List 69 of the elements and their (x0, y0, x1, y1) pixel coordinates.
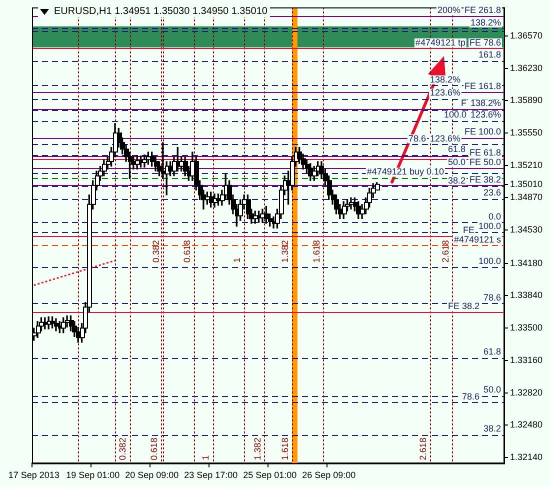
annotation: 1.618 (311, 240, 322, 263)
y-tick-label: 1.33500 (510, 322, 543, 333)
annotation: 1.382 (280, 240, 290, 263)
x-tick-label: 25 Sep 01:00 (243, 470, 297, 480)
y-tick-label: 1.34530 (510, 224, 543, 235)
annotation: F (460, 98, 467, 108)
annotation: 0.618 (149, 438, 160, 460)
annotation: 38.2 (483, 424, 502, 434)
annotation: #4749121 buy 0.10 (366, 166, 444, 177)
x-tick-label: 23 Sep 17:00 (184, 470, 238, 480)
annotation: 100.0 (444, 110, 466, 120)
annotation: 0.618 (182, 240, 192, 263)
annotation: #4749121 s (454, 234, 502, 244)
annotation: 1 (232, 258, 242, 263)
annotation: 1.382 (252, 438, 262, 460)
annotation: 100.0 (478, 256, 502, 266)
annotation: 138.2% (470, 17, 502, 28)
annotation: 138.2% (470, 98, 502, 108)
annotation: 123.6% (470, 110, 502, 120)
annotation: FE 38.2 (469, 174, 502, 184)
annotation: FE 50.0 (469, 157, 502, 168)
y-tick-label: 1.35890 (510, 95, 543, 106)
x-tick-label: 26 Sep 09:00 (302, 470, 356, 480)
annotation: 138.2% (430, 74, 460, 84)
annotation: #4749121 tp (415, 37, 466, 48)
y-tick-label: 1.34180 (510, 258, 543, 268)
chart-title: EURUSD,H1 1.34951 1.35030 1.34950 1.35010 (54, 6, 268, 17)
annotation: 200% (437, 4, 460, 15)
annotation: FE 161.8 (464, 81, 502, 92)
annotation: FE 78.6 (469, 37, 502, 48)
x-tick-label: 19 Sep 01:00 (66, 470, 120, 480)
y-tick-label: 1.35550 (510, 127, 543, 138)
annotation: 1.618 (280, 438, 290, 460)
annotation: 0.0 (488, 211, 502, 222)
annotation: 2.618 (440, 240, 450, 263)
annotation: 1 (200, 455, 211, 460)
annotation: 78.6 (483, 292, 502, 302)
annotation: 61.8 (483, 346, 502, 357)
annotation: 61.8 (448, 144, 466, 154)
annotation: 123.6% (430, 133, 460, 144)
annotation: 161.8 (478, 50, 502, 60)
y-tick-label: 1.35010 (510, 178, 543, 189)
annotation: 0.382 (118, 438, 128, 460)
y-tick-label: 1.32480 (510, 420, 543, 430)
y-tick-label: 1.32820 (510, 387, 543, 398)
annotation: FE (462, 224, 474, 235)
annotation: 50.0 (483, 384, 502, 395)
annotation: 78.6 (462, 391, 480, 402)
x-tick-label: 17 Sep 2013 (8, 470, 60, 480)
annotation: 0.382 (150, 240, 161, 263)
y-tick-label: 1.32140 (510, 452, 543, 462)
annotation: 2.618 (418, 438, 428, 460)
annotation: FE 100.0 (464, 126, 502, 137)
y-tick-label: 1.33160 (510, 354, 543, 365)
y-tick-label: 1.33840 (510, 290, 543, 300)
y-tick-label: 1.36230 (510, 62, 543, 73)
annotation: FE 261.8 (464, 4, 502, 15)
annotation: 50.0 (448, 157, 466, 168)
y-tick-label: 1.34870 (510, 192, 543, 202)
annotation: 123.6% (430, 88, 460, 98)
annotation: 78.6 (408, 133, 426, 144)
y-tick-label: 1.35210 (510, 160, 543, 170)
annotation: 38.2 (448, 175, 466, 186)
annotation: 23.6 (483, 188, 502, 198)
x-tick-label: 20 Sep 09:00 (125, 470, 179, 480)
annotation: FE 38.2 (448, 300, 480, 311)
y-tick-label: 1.36570 (510, 30, 543, 40)
annotation: 100.0 (478, 220, 502, 231)
annotation: FE 61.8 (469, 148, 502, 158)
